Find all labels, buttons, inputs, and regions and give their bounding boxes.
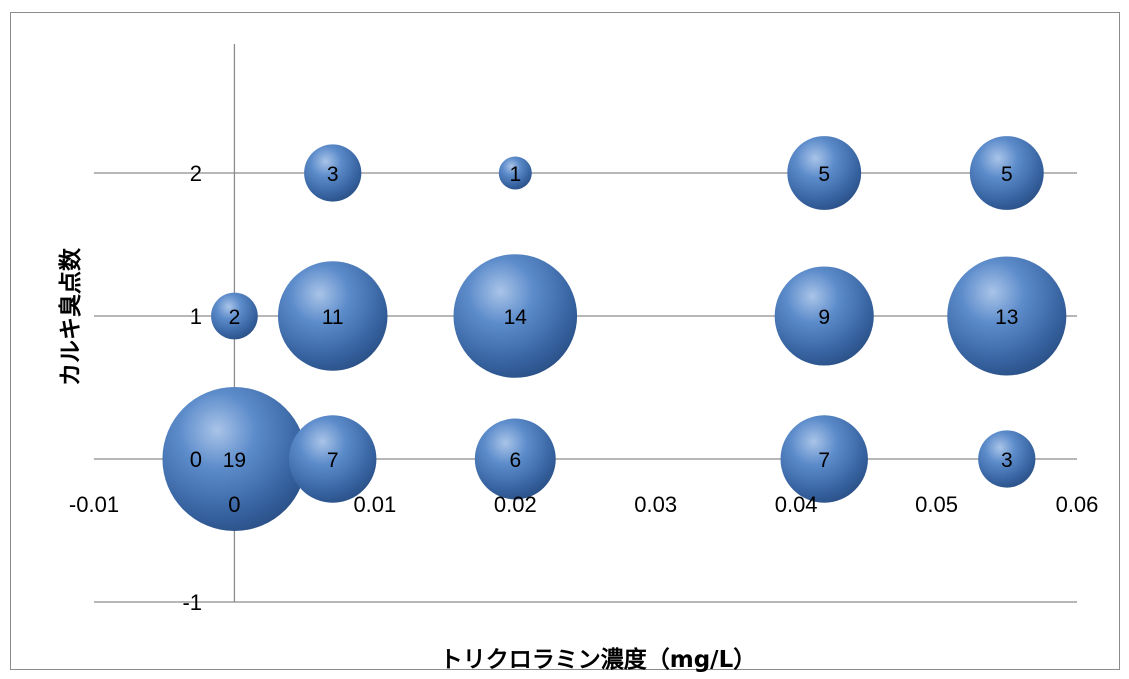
data-label: 5	[1001, 163, 1013, 186]
data-label: 9	[818, 306, 830, 329]
x-tick-label: 0.01	[353, 492, 396, 517]
data-label: 3	[327, 163, 339, 186]
data-label: 7	[818, 449, 830, 472]
x-axis-title: トリクロラミン濃度（mg/L）	[440, 646, 757, 673]
y-axis-title: カルキ臭点数	[58, 247, 84, 386]
data-label: 6	[509, 449, 521, 472]
bubble	[969, 136, 1044, 210]
bubble	[211, 292, 258, 340]
bubble	[947, 256, 1067, 376]
gridlines	[94, 172, 1077, 603]
data-label: 5	[818, 163, 830, 186]
x-tick-label: 0	[228, 492, 240, 517]
data-label: 3	[1001, 449, 1013, 472]
y-tick-label: 1	[190, 304, 202, 329]
bubble	[498, 156, 532, 190]
y-tick-label: 0	[190, 447, 202, 472]
data-label: 13	[995, 306, 1018, 329]
x-tick-label: 0.05	[915, 492, 958, 517]
bubble	[774, 266, 874, 366]
y-tick-label: 2	[190, 161, 202, 186]
bubble	[780, 415, 868, 503]
y-tick-label: -1	[182, 590, 202, 615]
bubble	[277, 261, 388, 371]
x-tick-label: 0.04	[775, 492, 818, 517]
bubble	[787, 136, 862, 210]
bubble	[474, 418, 556, 500]
x-tick-label: 0.06	[1056, 492, 1099, 517]
x-tick-label: -0.01	[69, 492, 119, 517]
bubble	[162, 387, 307, 531]
data-label: 2	[229, 306, 241, 329]
bubble	[304, 144, 362, 202]
data-label: 19	[223, 449, 246, 472]
bubble	[978, 430, 1036, 488]
x-tick-label: 0.03	[634, 492, 677, 517]
data-label: 1	[509, 163, 521, 186]
bubble	[289, 415, 377, 503]
data-label: 7	[327, 449, 339, 472]
x-tick-label: 0.02	[494, 492, 537, 517]
data-label: 11	[322, 306, 344, 329]
bubble	[453, 254, 578, 378]
bubbles	[162, 136, 1067, 531]
data-label: 14	[504, 306, 528, 329]
